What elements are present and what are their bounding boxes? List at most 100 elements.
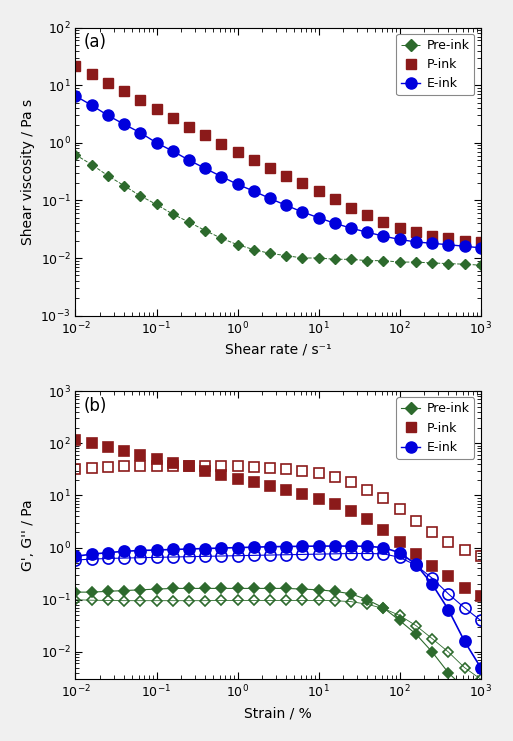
Pre-ink: [105, 587, 111, 596]
Pre-ink: [332, 255, 338, 264]
E-ink: [364, 227, 370, 236]
P-ink: [153, 454, 160, 463]
Pre-ink: [413, 630, 419, 639]
E-ink: [461, 242, 467, 250]
P-ink: [170, 113, 176, 122]
P-ink: [445, 234, 451, 243]
P-ink: [283, 171, 289, 180]
Pre-ink: [315, 253, 322, 262]
E-ink: [121, 547, 127, 556]
Pre-ink: [478, 261, 484, 270]
Pre-ink: [251, 245, 257, 254]
E-ink: [478, 663, 484, 672]
X-axis label: Strain / %: Strain / %: [244, 706, 312, 720]
E-ink: [348, 542, 354, 551]
Pre-ink: [380, 603, 386, 612]
P-ink: [445, 572, 451, 581]
E-ink: [300, 542, 306, 551]
E-ink: [251, 187, 257, 196]
E-ink: [234, 543, 241, 552]
Pre-ink: [445, 668, 451, 677]
Pre-ink: [105, 171, 111, 180]
P-ink: [397, 224, 403, 233]
P-ink: [251, 156, 257, 165]
Pre-ink: [348, 255, 354, 264]
Pre-ink: [251, 584, 257, 593]
Pre-ink: [283, 251, 289, 260]
P-ink: [219, 139, 225, 148]
P-ink: [186, 462, 192, 471]
Pre-ink: [413, 258, 419, 267]
P-ink: [267, 482, 273, 491]
Pre-ink: [137, 585, 143, 594]
P-ink: [332, 499, 338, 508]
E-ink: [186, 156, 192, 165]
Pre-ink: [219, 234, 225, 243]
P-ink: [397, 537, 403, 546]
E-ink: [348, 224, 354, 233]
P-ink: [137, 451, 143, 459]
E-ink: [202, 164, 208, 173]
Pre-ink: [300, 585, 306, 594]
Pre-ink: [202, 226, 208, 235]
E-ink: [153, 139, 160, 147]
P-ink: [283, 486, 289, 495]
P-ink: [170, 459, 176, 468]
E-ink: [137, 128, 143, 137]
Pre-ink: [397, 258, 403, 267]
Pre-ink: [121, 586, 127, 595]
Pre-ink: [445, 259, 451, 268]
E-ink: [315, 542, 322, 551]
Line: E-ink: E-ink: [70, 540, 486, 673]
Pre-ink: [397, 616, 403, 625]
E-ink: [251, 542, 257, 551]
X-axis label: Shear rate / s⁻¹: Shear rate / s⁻¹: [225, 342, 331, 356]
Pre-ink: [72, 588, 78, 597]
Pre-ink: [429, 259, 435, 268]
P-ink: [105, 79, 111, 87]
P-ink: [89, 439, 95, 448]
Pre-ink: [89, 588, 95, 597]
P-ink: [105, 442, 111, 451]
Pre-ink: [170, 584, 176, 593]
P-ink: [332, 195, 338, 204]
Pre-ink: [267, 584, 273, 593]
E-ink: [283, 542, 289, 551]
Pre-ink: [364, 595, 370, 604]
E-ink: [72, 552, 78, 561]
Y-axis label: G', G'' / Pa: G', G'' / Pa: [21, 499, 35, 571]
P-ink: [234, 148, 241, 157]
P-ink: [300, 179, 306, 187]
P-ink: [413, 227, 419, 236]
E-ink: [413, 559, 419, 568]
E-ink: [397, 235, 403, 244]
Pre-ink: [89, 160, 95, 169]
P-ink: [364, 515, 370, 524]
P-ink: [300, 490, 306, 499]
P-ink: [219, 471, 225, 479]
Pre-ink: [219, 584, 225, 593]
E-ink: [380, 543, 386, 552]
E-ink: [445, 605, 451, 614]
P-ink: [234, 474, 241, 483]
E-ink: [186, 545, 192, 554]
P-ink: [137, 96, 143, 104]
P-ink: [380, 218, 386, 227]
E-ink: [380, 232, 386, 241]
Text: (b): (b): [84, 397, 107, 415]
P-ink: [89, 70, 95, 79]
Pre-ink: [348, 589, 354, 598]
E-ink: [267, 194, 273, 203]
Pre-ink: [153, 200, 160, 209]
P-ink: [315, 187, 322, 196]
Pre-ink: [72, 150, 78, 159]
Pre-ink: [478, 700, 484, 708]
E-ink: [429, 239, 435, 247]
E-ink: [267, 542, 273, 551]
Pre-ink: [283, 584, 289, 593]
E-ink: [202, 544, 208, 553]
Pre-ink: [267, 249, 273, 258]
E-ink: [315, 213, 322, 222]
P-ink: [186, 122, 192, 131]
P-ink: [348, 203, 354, 212]
